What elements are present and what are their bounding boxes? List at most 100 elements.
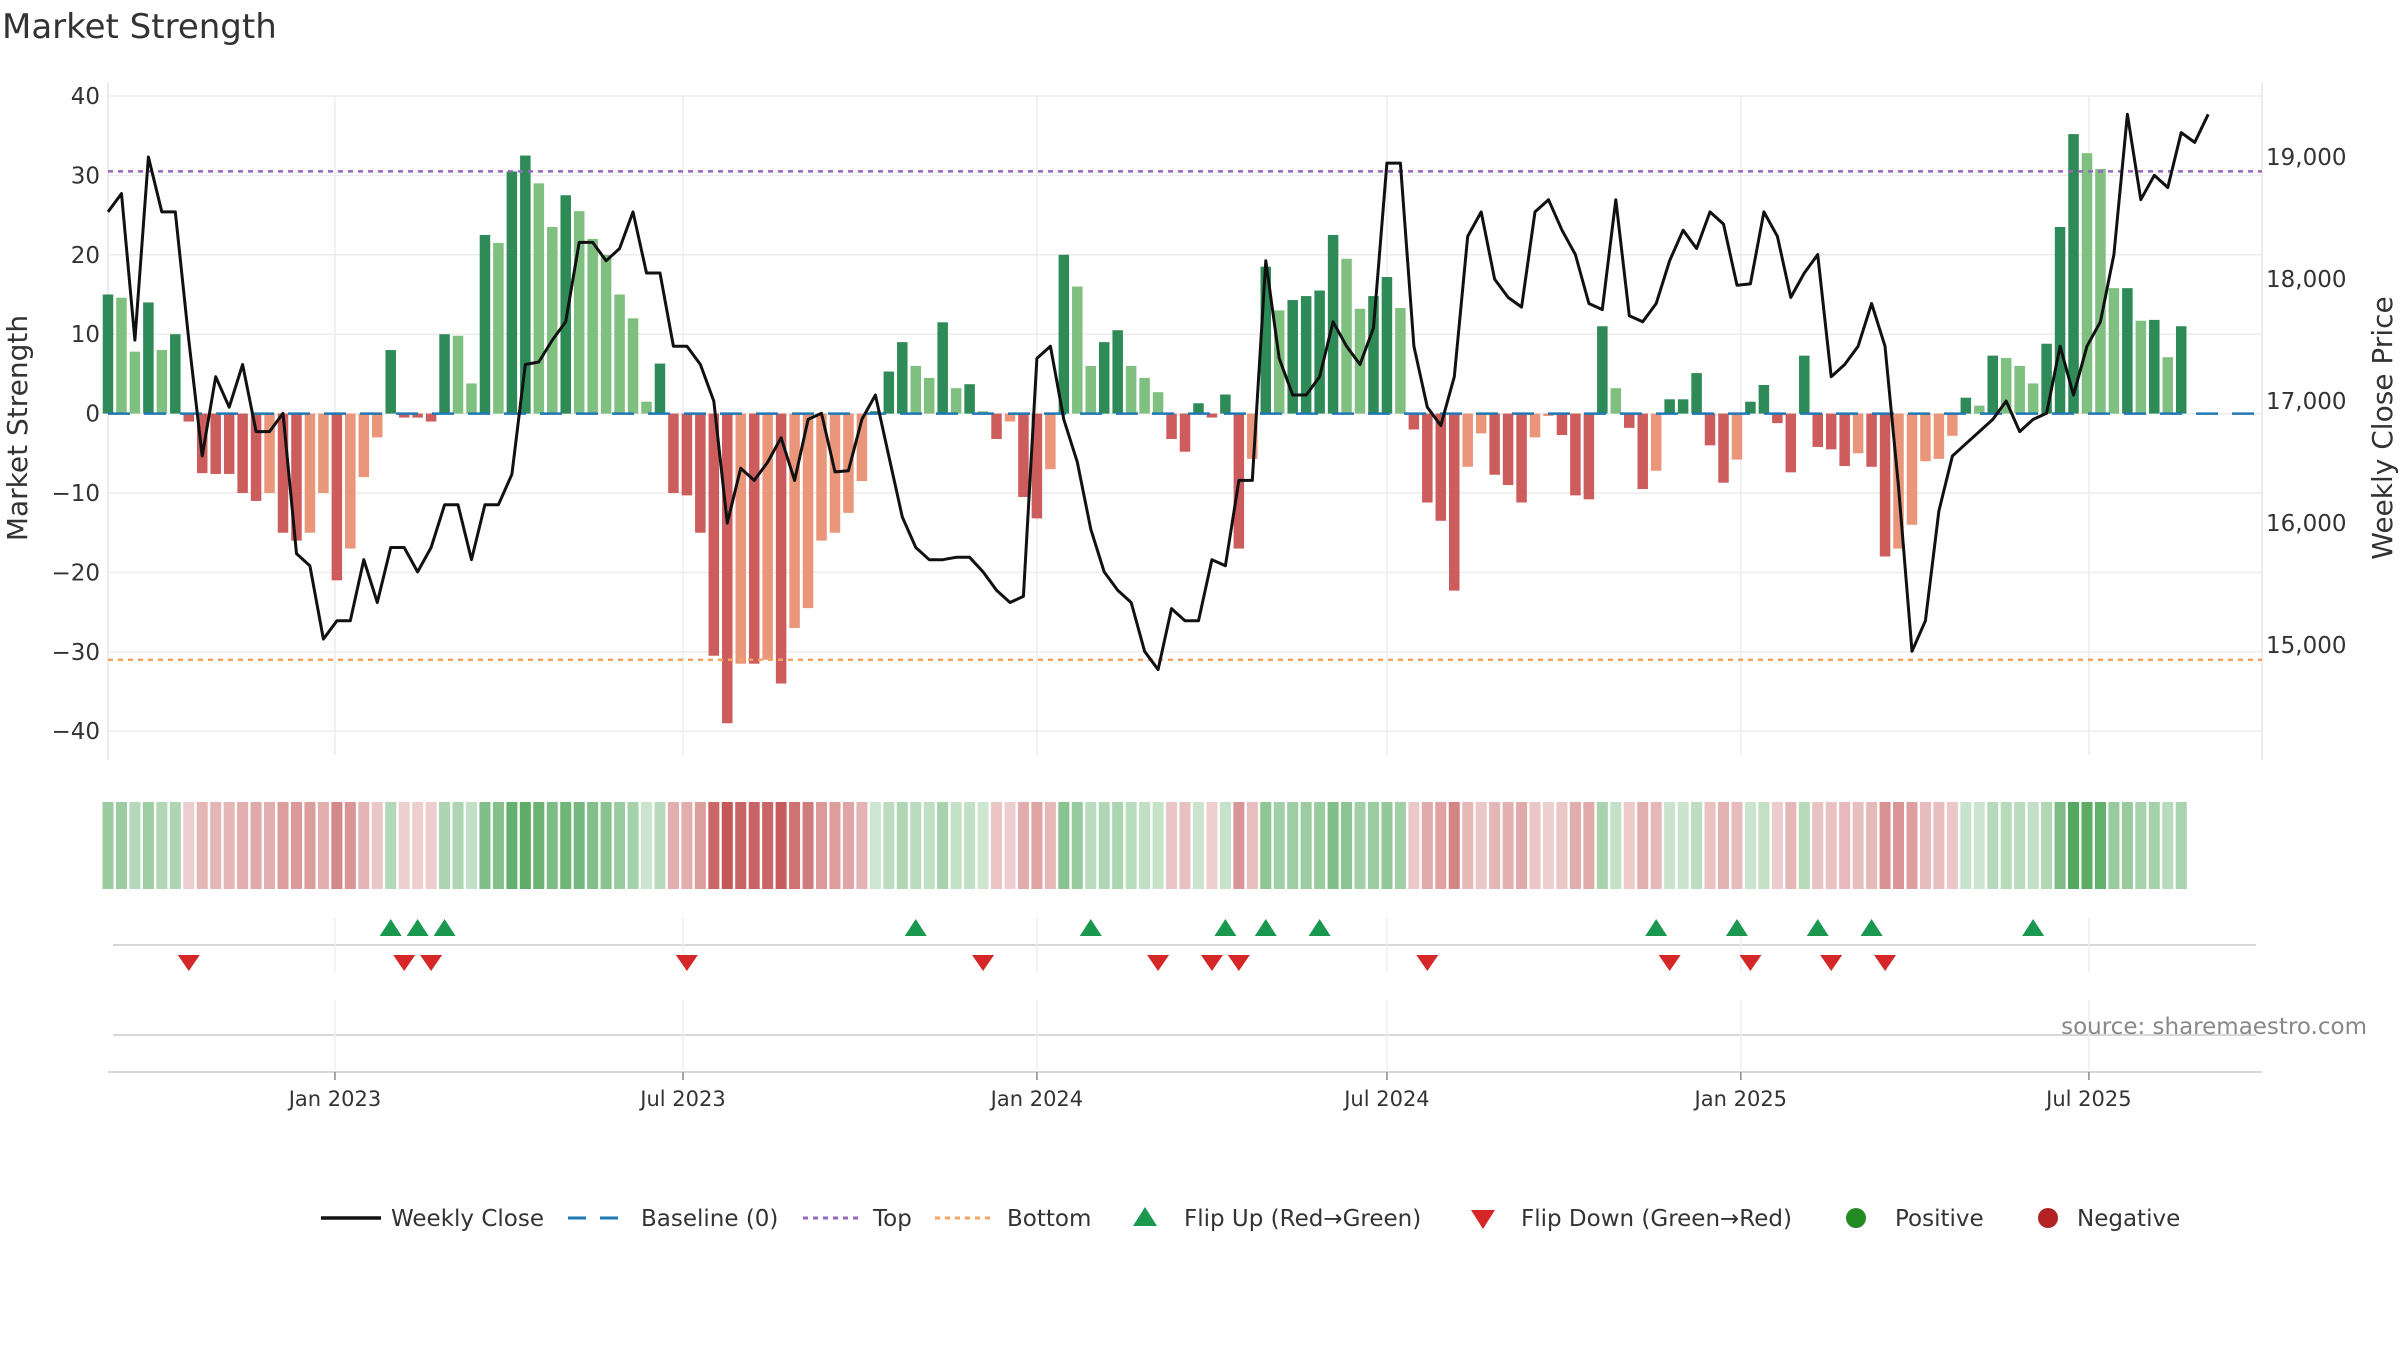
strength-bar	[1381, 277, 1393, 414]
strength-bar	[277, 413, 289, 533]
heat-cell	[896, 802, 908, 889]
strength-bar	[1125, 365, 1137, 414]
heat-cell	[129, 802, 141, 889]
heat-cell	[627, 802, 639, 889]
heat-cell	[237, 802, 249, 889]
strength-bar	[250, 413, 262, 501]
heat-cell	[1691, 802, 1703, 889]
legend-label: Weekly Close	[391, 1206, 544, 1232]
right-tick-label: 19,000	[2266, 145, 2346, 171]
left-axis-ticks: 40 30 20 10 0 −10 −20 −30 −40	[51, 84, 100, 745]
heat-cell	[196, 802, 208, 889]
heat-cell	[1623, 802, 1635, 889]
left-tick-label: 40	[71, 84, 100, 110]
heat-cell	[1246, 802, 1258, 889]
right-tick-label: 17,000	[2266, 389, 2346, 415]
heat-cell	[1179, 802, 1191, 889]
flip-down-marker	[177, 955, 200, 971]
heat-cell	[1260, 802, 1272, 889]
legend-label: Top	[872, 1206, 912, 1232]
strength-bar	[641, 401, 652, 414]
heat-cell	[1421, 802, 1433, 889]
strength-bar	[950, 388, 962, 414]
strength-bar	[1462, 413, 1473, 467]
strength-bar	[695, 413, 706, 533]
heat-cell	[519, 802, 531, 889]
legend-label: Baseline (0)	[641, 1206, 778, 1232]
heat-cell	[2135, 802, 2147, 889]
flip-up-marker	[1254, 919, 1277, 936]
strength-bar	[1341, 258, 1352, 414]
x-tick-label: Jul 2024	[1342, 1087, 1429, 1111]
heat-cell	[1771, 802, 1783, 889]
x-tick-label: Jan 2024	[989, 1087, 1084, 1111]
strength-bar	[1664, 399, 1675, 414]
heat-cell	[183, 802, 195, 889]
heat-cell	[169, 802, 181, 889]
flip-down-marker	[1874, 955, 1897, 971]
strength-bar	[385, 350, 396, 414]
strength-bar	[1193, 403, 1204, 414]
heat-cell	[1516, 802, 1528, 889]
flip-up-marker	[1645, 919, 1668, 936]
strength-bar	[1260, 266, 1272, 414]
heat-cell	[842, 802, 854, 889]
strength-bar	[331, 413, 343, 581]
strength-bar	[843, 413, 854, 513]
heat-cell	[1017, 802, 1029, 889]
heat-cell	[1731, 802, 1743, 889]
strength-bar	[170, 334, 181, 414]
legend: Weekly Close Baseline (0) Top Bottom Flip Up…	[321, 1206, 2180, 1232]
heat-cell	[573, 802, 585, 889]
strength-bar	[2027, 383, 2039, 414]
strength-bar	[1058, 254, 1070, 414]
strength-bar	[156, 350, 168, 414]
weekly-close-line-group	[106, 112, 2210, 672]
heat-cell	[1327, 802, 1339, 889]
strength-bar	[2095, 169, 2106, 414]
heat-cell	[412, 802, 424, 889]
legend-swatch-negative	[2038, 1208, 2058, 1228]
heat-cell	[1139, 802, 1151, 889]
heat-cell	[1448, 802, 1460, 889]
strength-bar	[1422, 413, 1433, 503]
strength-bar	[964, 384, 975, 414]
strength-bar	[371, 413, 383, 438]
heat-cell	[1987, 802, 1999, 889]
strength-bar	[493, 242, 504, 414]
heat-cell	[2000, 802, 2012, 889]
strength-bar	[2054, 227, 2066, 414]
heat-cell	[1973, 802, 1985, 889]
heat-cell	[1556, 802, 1568, 889]
strength-bar	[1300, 296, 1312, 414]
legend-label: Flip Down (Green→Red)	[1521, 1206, 1792, 1232]
strength-bar	[358, 413, 370, 478]
strength-bar	[1933, 413, 1945, 459]
strength-bar	[129, 351, 141, 414]
heat-cell	[2121, 802, 2133, 889]
heat-cell	[748, 802, 760, 889]
heat-cell	[317, 802, 329, 889]
strength-bar	[1624, 413, 1635, 428]
strength-bar	[1920, 413, 1931, 462]
heat-cell	[1112, 802, 1124, 889]
strength-bar	[318, 413, 329, 493]
heat-cell	[1152, 802, 1164, 889]
heat-cell	[2162, 802, 2174, 889]
legend-item-1: Baseline (0)	[568, 1206, 778, 1232]
source-note: source: sharemaestro.com	[2061, 1014, 2367, 1040]
heat-cell	[371, 802, 383, 889]
strength-bar	[1287, 300, 1298, 414]
strength-bar	[937, 322, 948, 414]
left-tick-label: 0	[85, 402, 100, 428]
strength-bar	[883, 371, 895, 414]
heat-cell	[223, 802, 235, 889]
strength-bar	[1866, 413, 1877, 467]
strength-bar	[1072, 286, 1083, 414]
heat-cell	[2054, 802, 2066, 889]
heat-cell	[452, 802, 464, 889]
heat-cell	[2094, 802, 2106, 889]
strength-heat-strip	[102, 802, 2187, 889]
heat-cell	[1314, 802, 1326, 889]
heat-cell	[2148, 802, 2160, 889]
